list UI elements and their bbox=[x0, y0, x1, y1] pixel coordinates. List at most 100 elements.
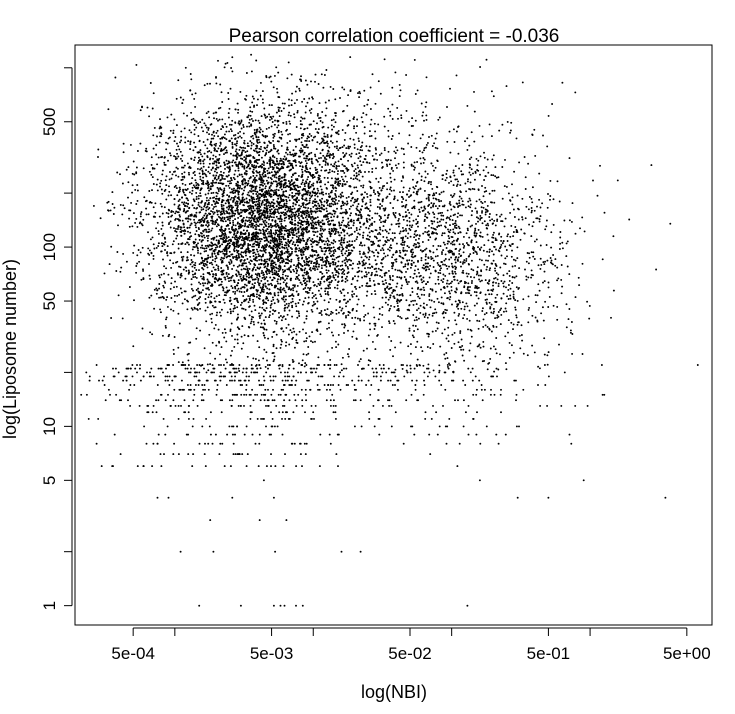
data-point bbox=[300, 232, 303, 235]
data-point bbox=[207, 208, 210, 211]
data-point bbox=[193, 123, 196, 126]
data-point bbox=[281, 260, 284, 262]
data-point bbox=[168, 221, 171, 224]
data-point bbox=[282, 258, 285, 261]
data-point bbox=[258, 237, 261, 240]
data-point bbox=[110, 317, 113, 319]
data-point bbox=[158, 276, 161, 279]
data-point bbox=[172, 240, 175, 243]
data-point bbox=[310, 210, 313, 213]
data-point bbox=[295, 241, 298, 244]
data-point bbox=[334, 240, 337, 243]
data-point bbox=[279, 315, 282, 317]
data-point bbox=[316, 262, 319, 265]
data-point bbox=[406, 317, 409, 320]
data-point bbox=[225, 253, 228, 256]
data-point bbox=[180, 135, 183, 138]
data-point bbox=[386, 165, 389, 167]
data-point bbox=[265, 328, 268, 331]
data-point bbox=[253, 164, 256, 167]
data-point bbox=[217, 147, 220, 150]
data-point bbox=[199, 162, 202, 165]
data-point bbox=[444, 274, 447, 277]
data-point bbox=[174, 136, 177, 138]
data-point bbox=[149, 82, 152, 84]
data-point bbox=[457, 212, 460, 215]
data-point bbox=[438, 364, 441, 367]
data-point bbox=[187, 202, 190, 205]
data-point bbox=[330, 227, 333, 230]
data-point bbox=[148, 263, 150, 265]
data-point bbox=[248, 216, 251, 219]
data-point bbox=[201, 277, 204, 280]
data-point bbox=[215, 131, 218, 134]
data-point bbox=[277, 131, 280, 134]
data-point bbox=[210, 321, 213, 324]
data-point bbox=[324, 290, 327, 293]
data-point bbox=[250, 260, 253, 263]
chart-title: Pearson correlation coefficient = -0.036 bbox=[229, 26, 560, 47]
data-point bbox=[215, 257, 218, 259]
data-point bbox=[308, 335, 311, 338]
data-point bbox=[268, 140, 270, 143]
data-point bbox=[395, 166, 398, 169]
data-point bbox=[346, 124, 349, 127]
data-point bbox=[193, 215, 196, 218]
data-point bbox=[267, 204, 270, 207]
data-point bbox=[421, 151, 424, 154]
data-point bbox=[223, 161, 226, 164]
data-point bbox=[198, 219, 201, 221]
data-point bbox=[282, 287, 285, 290]
data-point bbox=[169, 226, 172, 229]
data-point bbox=[291, 306, 294, 309]
data-point bbox=[287, 250, 290, 253]
data-point bbox=[158, 283, 161, 285]
data-point bbox=[219, 314, 222, 317]
data-point bbox=[122, 204, 125, 207]
data-point bbox=[205, 293, 208, 296]
data-point bbox=[220, 308, 223, 311]
data-point bbox=[181, 102, 184, 105]
data-point bbox=[268, 314, 271, 317]
data-point bbox=[147, 213, 150, 216]
data-point bbox=[262, 192, 265, 195]
data-point bbox=[155, 292, 158, 295]
data-point bbox=[194, 214, 197, 217]
data-point bbox=[246, 238, 249, 241]
data-point bbox=[213, 160, 216, 163]
data-point bbox=[355, 207, 358, 210]
data-point bbox=[261, 288, 264, 291]
data-point bbox=[273, 193, 276, 195]
data-point bbox=[272, 144, 275, 146]
data-point bbox=[242, 267, 245, 270]
data-point bbox=[296, 284, 299, 287]
data-point bbox=[270, 193, 272, 196]
data-point bbox=[238, 148, 241, 151]
data-point bbox=[340, 363, 343, 366]
data-point bbox=[316, 141, 319, 144]
data-point bbox=[260, 246, 263, 249]
data-point bbox=[207, 231, 210, 233]
data-point bbox=[422, 276, 425, 279]
data-point bbox=[231, 215, 234, 218]
data-point bbox=[243, 225, 246, 228]
data-point bbox=[326, 259, 329, 262]
data-point bbox=[266, 162, 269, 165]
data-point bbox=[281, 261, 284, 264]
data-point bbox=[218, 199, 221, 202]
data-point bbox=[341, 260, 344, 263]
data-point bbox=[160, 227, 163, 230]
data-point bbox=[308, 109, 311, 112]
data-point bbox=[210, 215, 213, 218]
data-point bbox=[250, 275, 252, 278]
data-point bbox=[393, 178, 396, 181]
data-point bbox=[279, 216, 282, 219]
data-point bbox=[358, 233, 361, 236]
data-point bbox=[207, 234, 210, 237]
data-point bbox=[205, 175, 208, 178]
data-point bbox=[330, 124, 333, 127]
data-point bbox=[321, 228, 324, 231]
data-point bbox=[135, 203, 138, 205]
data-point bbox=[274, 163, 277, 166]
data-point bbox=[432, 259, 435, 262]
